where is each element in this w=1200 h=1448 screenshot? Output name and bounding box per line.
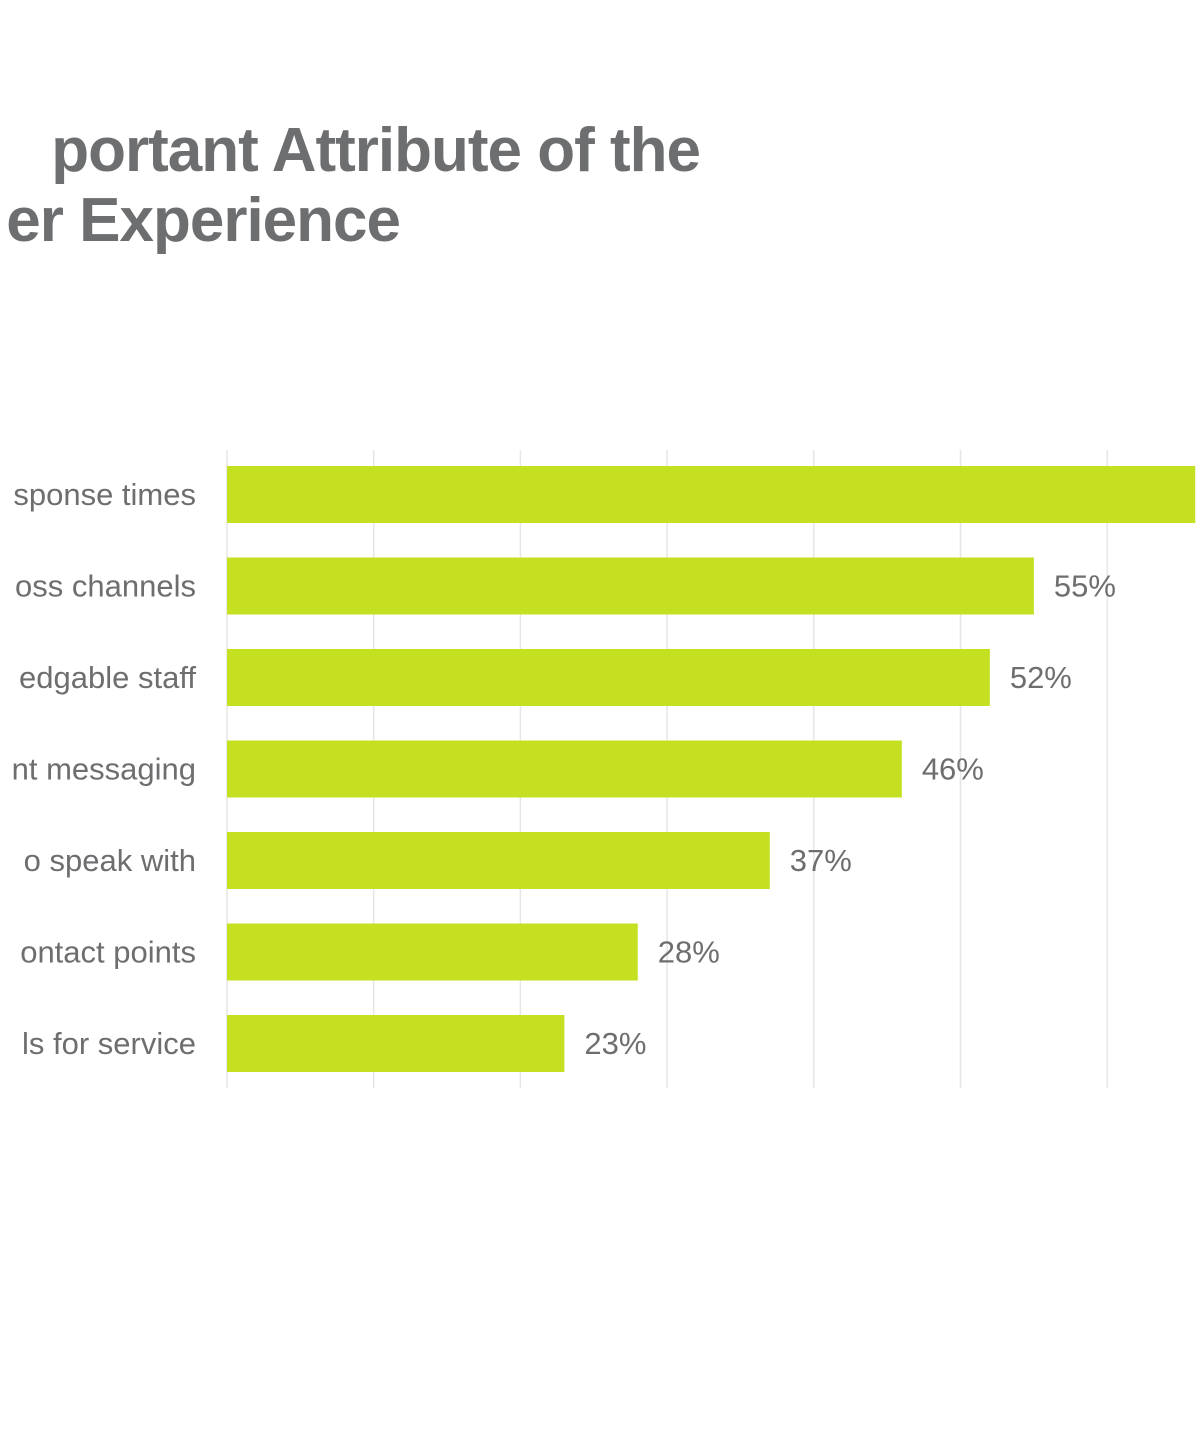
data-label: 52% (1010, 660, 1072, 695)
category-label: ls for service (22, 1026, 196, 1061)
category-label: ontact points (20, 935, 196, 970)
chart-title-line-2: er Experience (6, 186, 401, 255)
bar (227, 923, 638, 981)
chart-title-line-1: portant Attribute of the (51, 116, 701, 185)
category-label: edgable staff (19, 660, 196, 695)
bar (227, 740, 902, 798)
data-label: 55% (1054, 569, 1116, 604)
data-label: 23% (584, 1026, 646, 1061)
data-label: 37% (790, 843, 852, 878)
bar (227, 557, 1034, 615)
category-label: o speak with (24, 843, 196, 878)
chart-title: portant Attribute of the er Experience (0, 116, 1200, 266)
category-label: sponse times (13, 477, 196, 512)
data-label: 46% (922, 752, 984, 787)
category-label: oss channels (15, 569, 196, 604)
category-label: nt messaging (12, 752, 196, 787)
bar (227, 649, 990, 706)
bar (227, 1015, 565, 1072)
data-label: 28% (658, 935, 720, 970)
bar (227, 832, 770, 889)
bar (227, 466, 1196, 523)
